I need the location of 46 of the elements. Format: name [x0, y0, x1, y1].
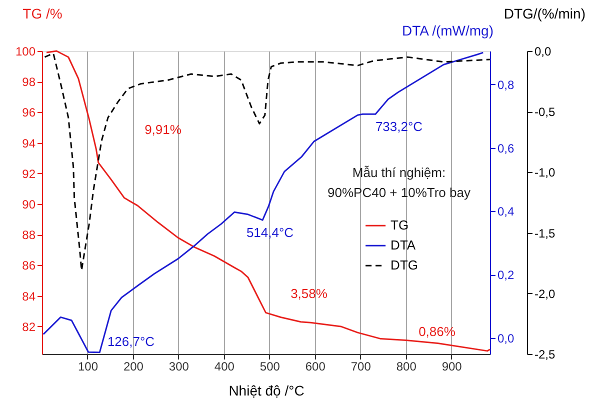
legend-label: TG — [390, 218, 409, 233]
y2-tick-label: 0,6 — [498, 141, 515, 156]
y-axis-title: TG /% — [22, 6, 62, 22]
x-tick-label: 200 — [123, 360, 144, 374]
y-tick-label: 84 — [22, 289, 36, 304]
annotation: 9,91% — [144, 122, 182, 137]
annotation: 126,7°C — [107, 334, 155, 349]
y3-tick-label: -0,5 — [534, 105, 556, 120]
y-tick-label: 82 — [22, 320, 36, 334]
y3-tick-label: 0,0 — [534, 44, 552, 58]
x-tick-label: 100 — [78, 360, 98, 374]
y2-tick-label: 0,8 — [498, 78, 515, 92]
x-tick-label: 400 — [214, 360, 235, 374]
annotation: 90%PC40 + 10%Tro bay — [328, 185, 471, 200]
y2-tick-label: 0,4 — [498, 204, 515, 219]
y-tick-label: 100 — [15, 44, 36, 58]
annotation: 3,58% — [290, 286, 328, 301]
annotation: 0,86% — [418, 324, 456, 339]
x-tick-label: 900 — [442, 360, 462, 374]
x-tick-label: 500 — [260, 360, 280, 374]
y3-tick-label: -1,0 — [534, 166, 556, 180]
y2-axis-title: DTA /(mW/mg) — [402, 22, 494, 38]
y2-tick-label: 0,0 — [498, 332, 515, 346]
y3-tick-label: -2,0 — [534, 286, 556, 301]
y2-tick-label: 0,2 — [498, 268, 515, 282]
annotation: Mẫu thí nghiệm: — [352, 165, 446, 180]
annotation: 733,2°C — [375, 119, 423, 134]
y-tick-label: 96 — [22, 106, 36, 120]
y3-tick-label: -2,5 — [534, 348, 556, 362]
y3-axis-title: DTG/(%/min) — [504, 6, 586, 22]
x-tick-label: 600 — [305, 360, 326, 374]
x-tick-label: 700 — [350, 360, 372, 374]
y-tick-label: 90 — [22, 198, 36, 212]
y3-tick-label: -1,5 — [534, 226, 556, 240]
x-tick-label: 300 — [168, 360, 190, 374]
line-series — [44, 52, 491, 272]
x-axis-title: Nhiệt độ /°C — [228, 382, 304, 398]
y-tick-label: 98 — [22, 75, 36, 90]
annotation: 514,4°C — [246, 225, 294, 240]
y-tick-label: 94 — [22, 136, 36, 150]
y-tick-label: 92 — [22, 166, 36, 181]
legend-label: DTG — [390, 258, 418, 273]
legend-label: DTA — [390, 238, 416, 253]
y-tick-label: 86 — [22, 258, 36, 273]
y-tick-label: 88 — [22, 228, 36, 242]
x-tick-label: 800 — [396, 360, 417, 374]
